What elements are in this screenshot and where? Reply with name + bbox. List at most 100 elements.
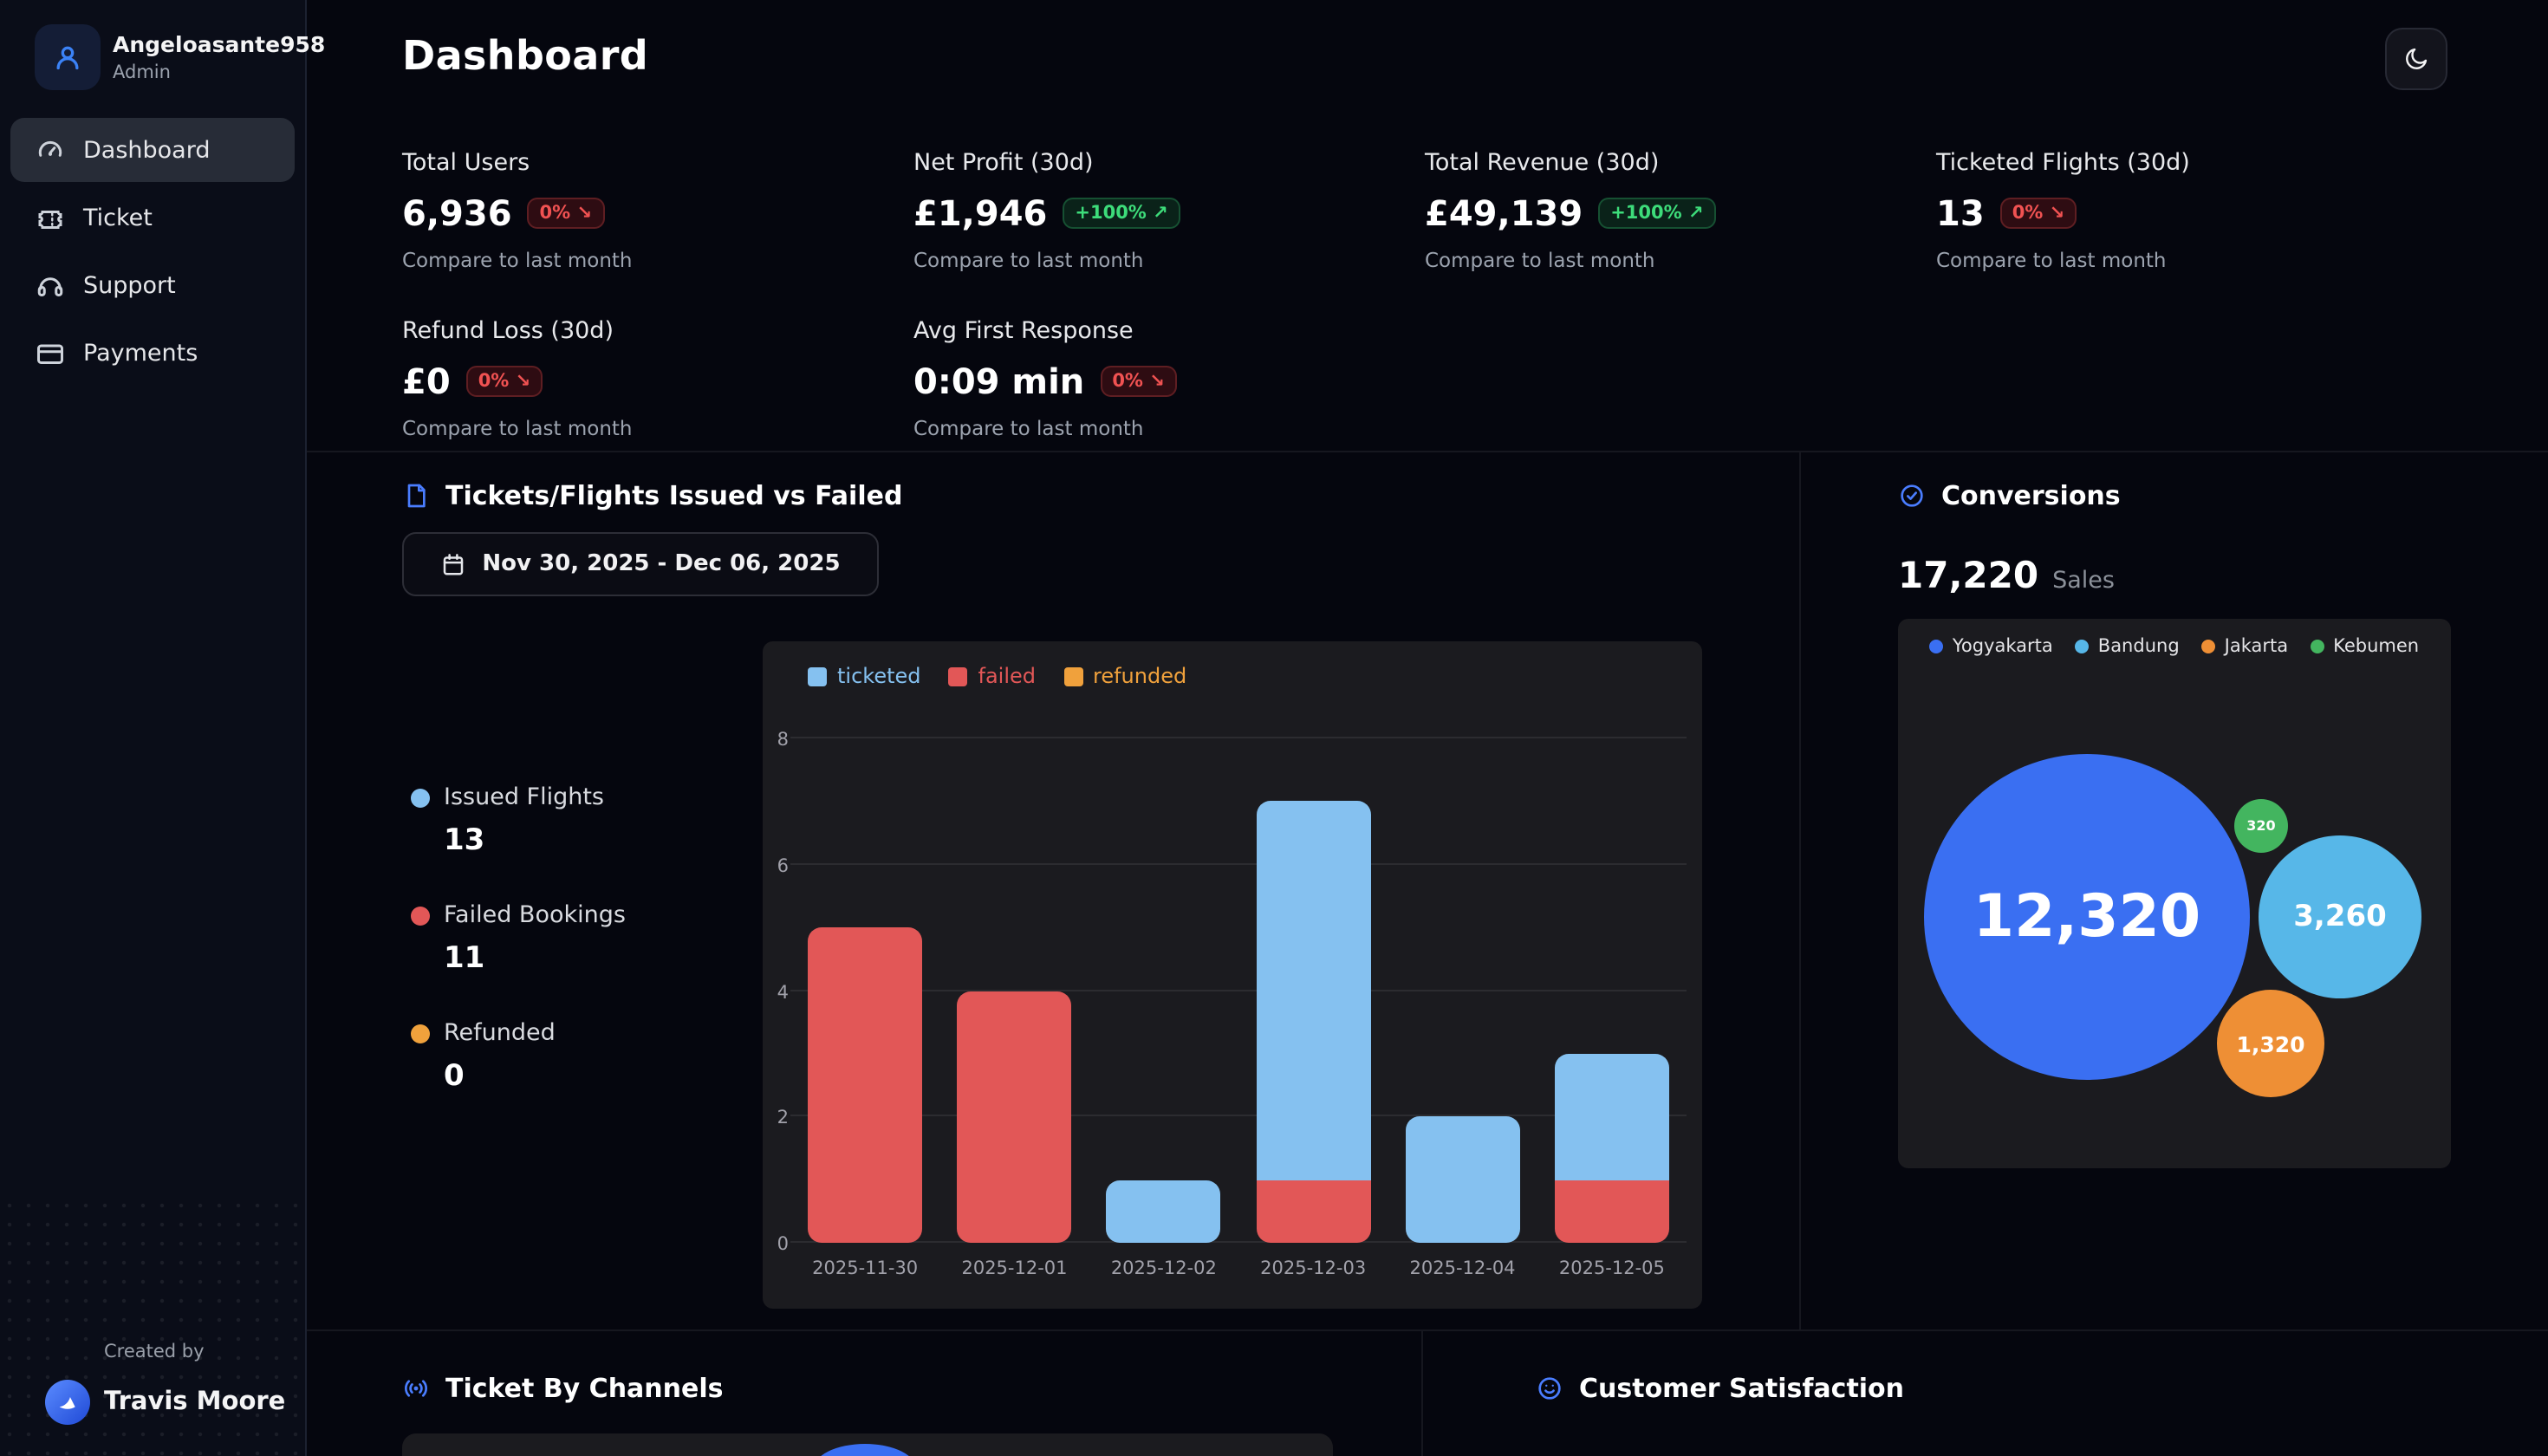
bar-2025-11-30[interactable]: 2025-11-30 bbox=[790, 738, 939, 1279]
legend-dot bbox=[2311, 640, 2325, 653]
bar-2025-12-01[interactable]: 2025-12-01 bbox=[939, 738, 1089, 1279]
bar-segment-failed[interactable] bbox=[808, 927, 923, 1243]
chart-legend-item-failed[interactable]: failed bbox=[948, 664, 1037, 688]
bar-segment-ticketed[interactable] bbox=[1106, 1180, 1221, 1243]
legend-item-bandung[interactable]: Bandung bbox=[2075, 636, 2180, 657]
bubble-kebumen[interactable]: 320 bbox=[2234, 799, 2288, 853]
chart-summary: Issued Flights 13 Failed Bookings 11 Ref… bbox=[411, 783, 626, 1094]
summary-label: Issued Flights bbox=[444, 783, 604, 811]
created-by-label: Created by bbox=[104, 1342, 205, 1362]
y-axis-tick: 0 bbox=[777, 1234, 789, 1255]
user-profile[interactable]: Angeloasante958 Admin bbox=[35, 24, 325, 90]
stat-refund-loss: Refund Loss (30d) £0 0% ↘ Compare to las… bbox=[402, 317, 913, 440]
legend-item-kebumen[interactable]: Kebumen bbox=[2311, 636, 2419, 657]
legend-label: ticketed bbox=[837, 664, 921, 688]
legend-label: failed bbox=[978, 664, 1037, 688]
bar-2025-12-02[interactable]: 2025-12-02 bbox=[1089, 738, 1238, 1279]
conversions-total-label: Sales bbox=[2052, 567, 2115, 595]
sidebar-item-ticket[interactable]: Ticket bbox=[10, 185, 295, 250]
stat-value: £49,139 bbox=[1425, 192, 1583, 234]
stat-label: Total Revenue (30d) bbox=[1425, 149, 1660, 177]
bar-segment-ticketed[interactable] bbox=[1405, 1116, 1520, 1243]
satisfaction-section-title: Customer Satisfaction bbox=[1536, 1373, 1904, 1404]
chart-legend-item-ticketed[interactable]: ticketed bbox=[808, 664, 921, 688]
stat-trend-badge: 0% ↘ bbox=[1100, 365, 1177, 398]
chart-legend-item-refunded[interactable]: refunded bbox=[1063, 664, 1186, 688]
gridline bbox=[790, 989, 1687, 991]
stat-caption: Compare to last month bbox=[402, 416, 633, 440]
stat-trend-badge: +100% ↗ bbox=[1598, 197, 1716, 230]
gauge-icon bbox=[35, 134, 66, 166]
section-title-text: Tickets/Flights Issued vs Failed bbox=[445, 480, 903, 511]
sidebar-item-dashboard[interactable]: Dashboard bbox=[10, 118, 295, 182]
conversions-bubble-chart: Yogyakarta Bandung Jakarta Kebumen 12,32… bbox=[1898, 619, 2451, 1168]
theme-toggle-button[interactable] bbox=[2385, 28, 2447, 90]
sidebar-item-label: Support bbox=[83, 271, 176, 299]
gridline bbox=[790, 737, 1687, 738]
avatar[interactable] bbox=[35, 24, 101, 90]
ticket-icon bbox=[35, 202, 66, 233]
summary-label: Failed Bookings bbox=[444, 901, 626, 929]
tickets-section-title: Tickets/Flights Issued vs Failed bbox=[402, 480, 902, 511]
bubble-jakarta[interactable]: 1,320 bbox=[2217, 990, 2324, 1097]
bar-2025-12-04[interactable]: 2025-12-04 bbox=[1388, 738, 1537, 1279]
bar-segment-ticketed[interactable] bbox=[1256, 801, 1371, 1180]
channels-section-title: Ticket By Channels bbox=[402, 1373, 724, 1404]
legend-dot bbox=[2201, 640, 2216, 653]
sidebar-item-support[interactable]: Support bbox=[10, 253, 295, 317]
section-title-text: Conversions bbox=[1941, 480, 2121, 511]
bubble-yogyakarta[interactable]: 12,320 bbox=[1924, 754, 2250, 1080]
sidebar-nav: Dashboard Ticket Support bbox=[0, 118, 305, 385]
person-icon bbox=[50, 40, 85, 75]
summary-value: 11 bbox=[444, 941, 485, 976]
bar-2025-12-05[interactable]: 2025-12-05 bbox=[1537, 738, 1687, 1279]
summary-failed: Failed Bookings 11 bbox=[411, 901, 626, 976]
divider bbox=[1799, 452, 1801, 1329]
summary-value: 13 bbox=[444, 823, 485, 858]
chart-legend: ticketed failed refunded bbox=[808, 664, 1186, 688]
legend-dot bbox=[1929, 640, 1944, 653]
bar-segment-ticketed[interactable] bbox=[1554, 1053, 1669, 1180]
bird-logo-icon bbox=[45, 1380, 90, 1425]
smiley-icon bbox=[1536, 1375, 1563, 1402]
x-axis-tick: 2025-12-05 bbox=[1558, 1258, 1665, 1279]
bubble-legend: Yogyakarta Bandung Jakarta Kebumen bbox=[1898, 636, 2451, 657]
check-circle-icon bbox=[1898, 482, 1926, 510]
summary-value: 0 bbox=[444, 1059, 465, 1094]
legend-dot bbox=[411, 1024, 430, 1043]
conversions-section-title: Conversions bbox=[1898, 480, 2121, 511]
sidebar-item-payments[interactable]: Payments bbox=[10, 321, 295, 385]
legend-swatch bbox=[948, 666, 968, 686]
bar-2025-12-03[interactable]: 2025-12-03 bbox=[1238, 738, 1388, 1279]
x-axis-tick: 2025-12-02 bbox=[1110, 1258, 1217, 1279]
legend-label: refunded bbox=[1093, 664, 1187, 688]
ticket-file-icon bbox=[402, 482, 430, 510]
page-title: Dashboard bbox=[402, 35, 649, 80]
stat-value: £0 bbox=[402, 361, 451, 402]
y-axis-tick: 6 bbox=[777, 855, 789, 877]
divider bbox=[1421, 1331, 1423, 1456]
stat-ticketed-flights: Ticketed Flights (30d) 13 0% ↘ Compare t… bbox=[1936, 149, 2447, 272]
legend-dot bbox=[2075, 640, 2090, 653]
headset-icon bbox=[35, 270, 66, 301]
x-axis-tick: 2025-12-04 bbox=[1409, 1258, 1516, 1279]
bar-segment-failed[interactable] bbox=[1256, 1180, 1371, 1243]
bubble-bandung[interactable]: 3,260 bbox=[2259, 835, 2421, 998]
user-role: Admin bbox=[113, 62, 171, 83]
chart-plot-area: 2025-11-30 2025-12-01 2025-12-02 2025-12-03… bbox=[777, 730, 1687, 1279]
legend-swatch bbox=[808, 666, 827, 686]
date-range-text: Nov 30, 2025 - Dec 06, 2025 bbox=[482, 551, 841, 577]
sidebar-item-label: Ticket bbox=[83, 204, 153, 231]
x-axis-tick: 2025-11-30 bbox=[812, 1258, 919, 1279]
date-range-picker[interactable]: Nov 30, 2025 - Dec 06, 2025 bbox=[402, 532, 879, 596]
stat-label: Net Profit (30d) bbox=[913, 149, 1094, 177]
legend-dot bbox=[411, 906, 430, 925]
bar-segment-failed[interactable] bbox=[957, 991, 1072, 1243]
channels-chart-partial bbox=[402, 1433, 1333, 1456]
bar-segment-failed[interactable] bbox=[1554, 1180, 1669, 1243]
stat-caption: Compare to last month bbox=[1936, 248, 2167, 272]
legend-item-jakarta[interactable]: Jakarta bbox=[2201, 636, 2288, 657]
legend-item-yogyakarta[interactable]: Yogyakarta bbox=[1929, 636, 2053, 657]
stat-trend-badge: 0% ↘ bbox=[465, 365, 543, 398]
